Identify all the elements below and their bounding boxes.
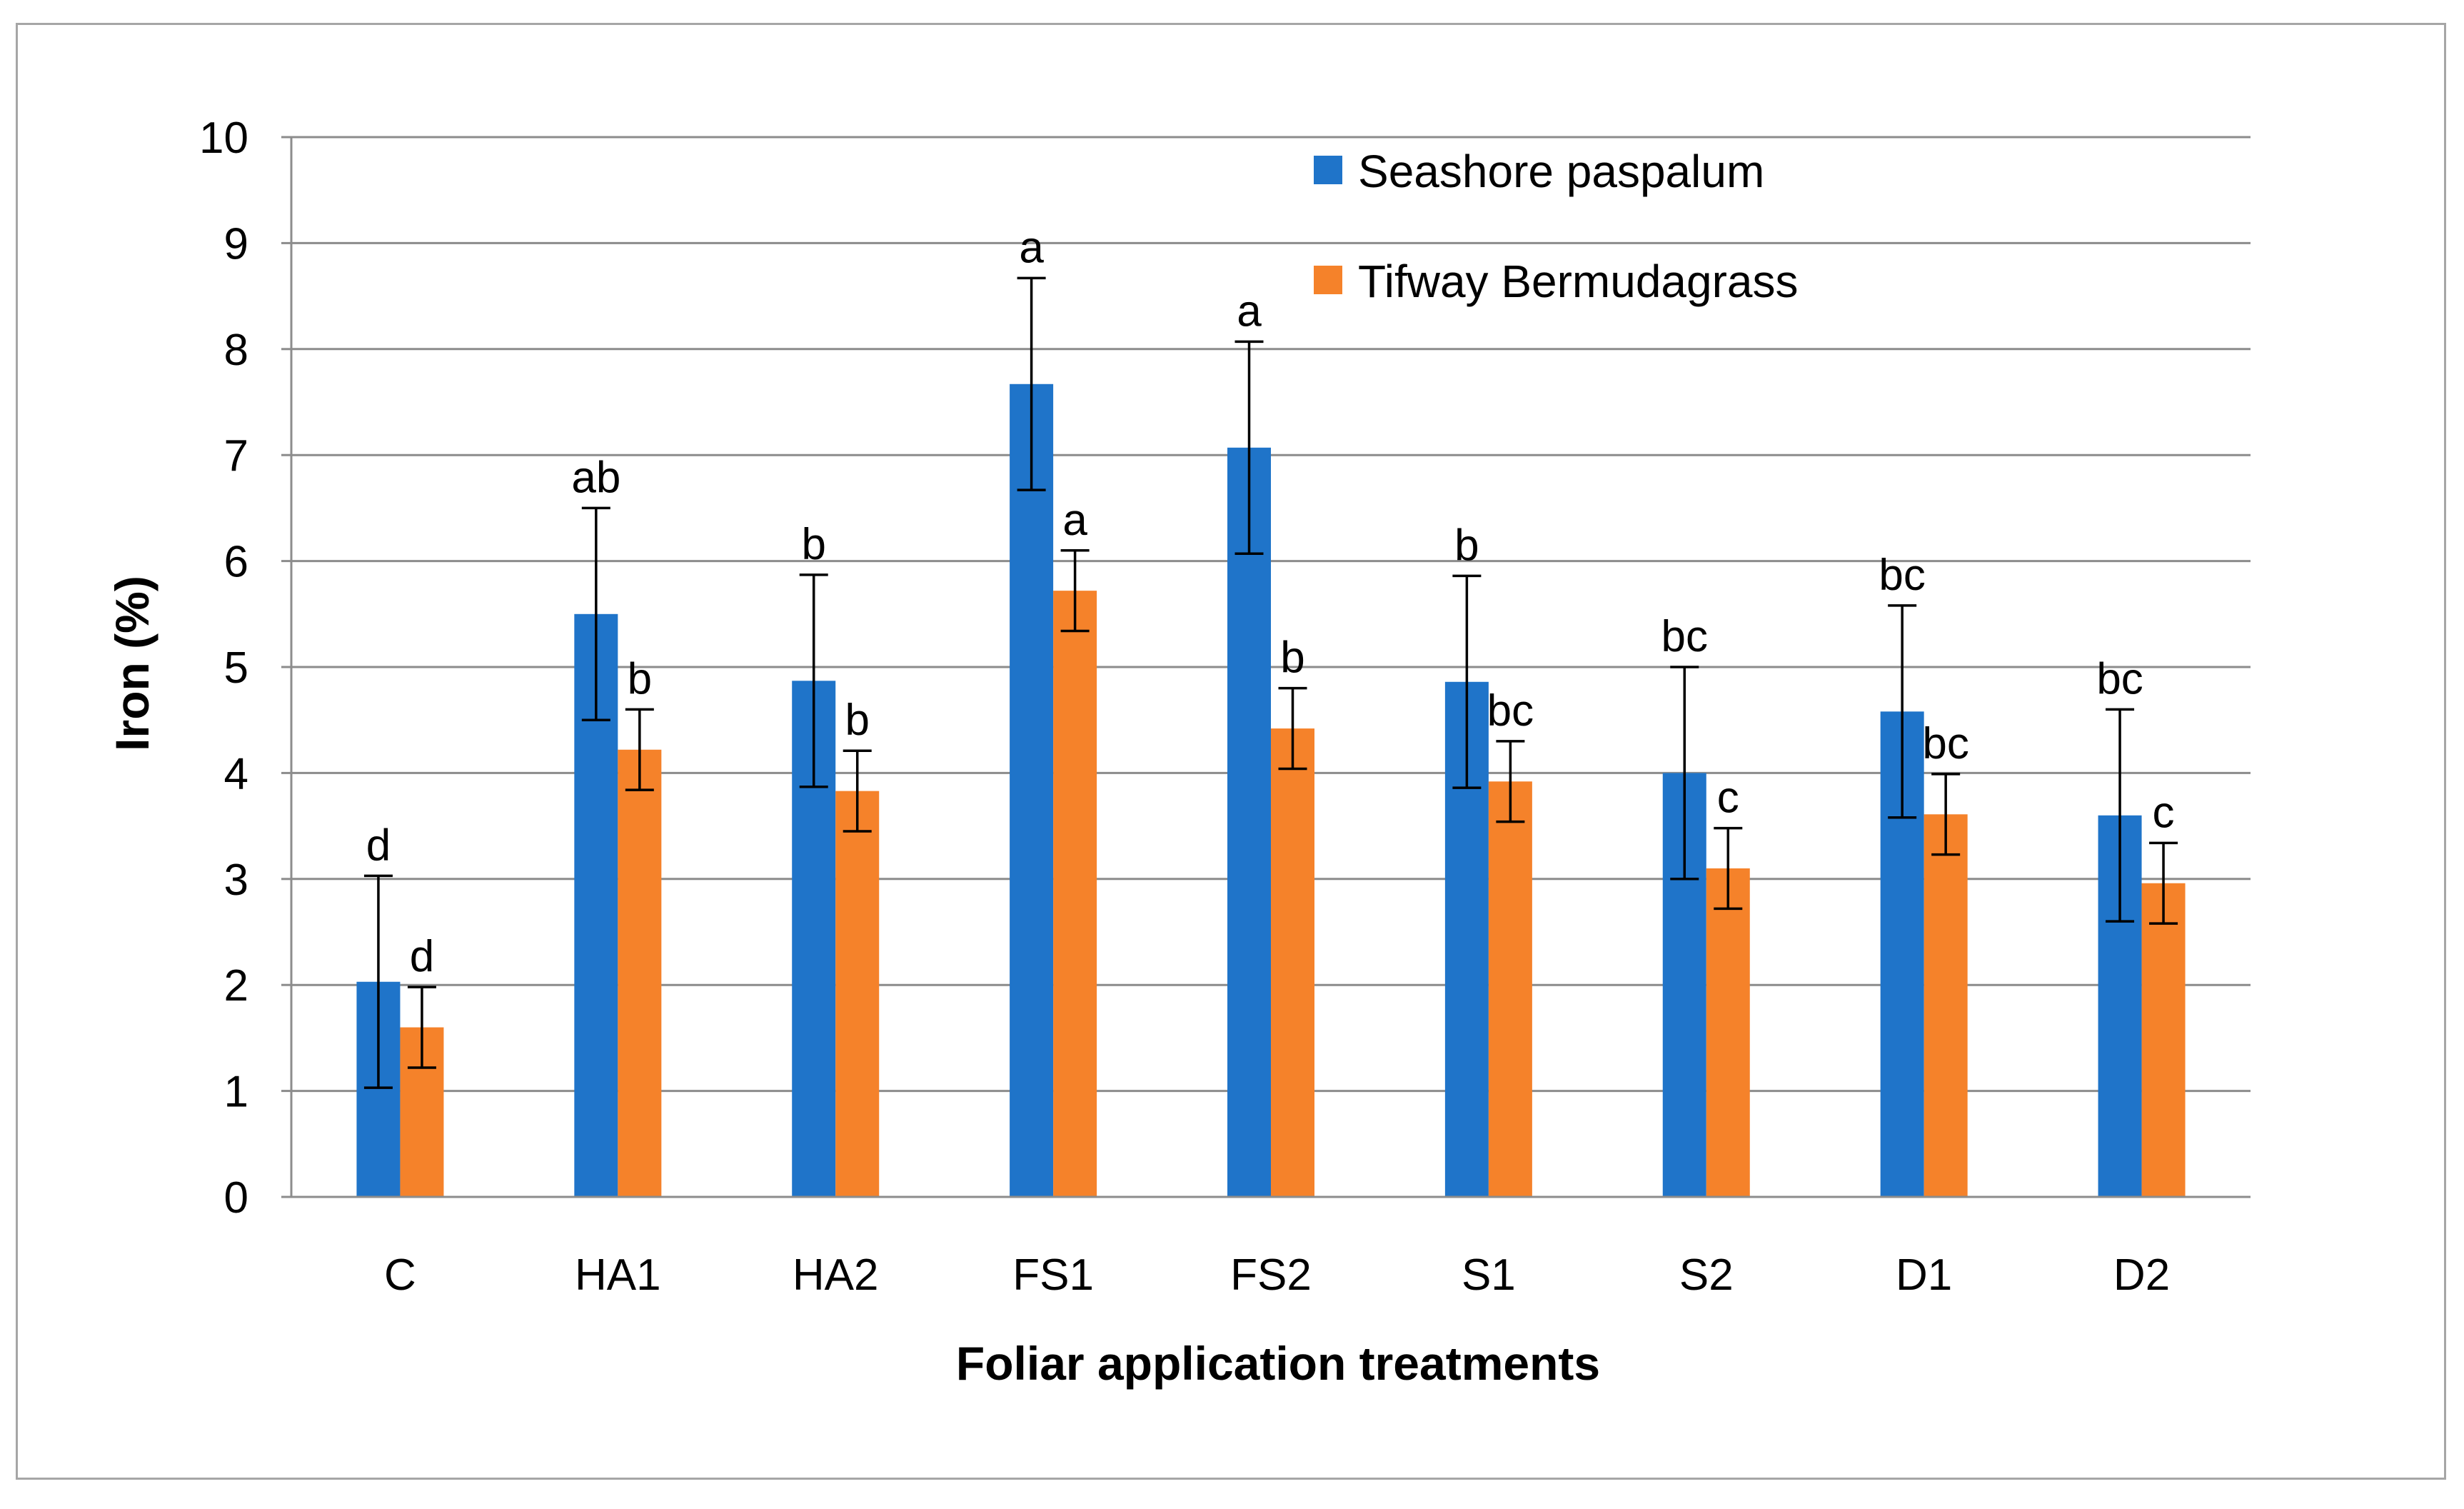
significance-letter-c-tifway: d [410,932,434,981]
significance-letter-d1-seashore: bc [1879,551,1925,600]
x-tick-label-d1: D1 [1896,1250,1952,1300]
x-tick-label-s1: S1 [1462,1250,1516,1300]
y-tick-label-10: 10 [199,114,248,163]
significance-letter-ha1-tifway: b [628,654,652,703]
bar-fs2-tifway [1271,728,1314,1197]
x-tick-label-s2: S2 [1679,1250,1734,1300]
bar-s2-tifway [1706,868,1750,1197]
significance-letter-s1-tifway: bc [1487,686,1534,736]
significance-letter-fs2-seashore: a [1237,286,1262,336]
significance-letter-s1-seashore: b [1454,521,1479,570]
y-tick-label-8: 8 [224,326,248,375]
bars [356,383,2186,1197]
error-bars [363,276,2178,1089]
y-tick-label-4: 4 [224,749,248,798]
bar-s1-tifway [1488,781,1532,1197]
x-tick-label-d2: D2 [2113,1250,2170,1300]
legend-swatch-tifway-bermudagrass [1314,266,1342,294]
significance-letter-ha1-seashore: ab [571,453,620,502]
y-tick-label-2: 2 [224,961,248,1011]
significance-letter-d2-seashore: bc [2096,654,2143,703]
significance-letter-fs1-seashore: a [1019,223,1044,272]
x-tick-label-fs2: FS2 [1230,1250,1312,1300]
bar-d2-tifway [2141,883,2186,1197]
significance-letter-d1-tifway: bc [1922,719,1968,768]
y-axis-ticks: 0 1 2 3 4 5 6 7 8 9 10 [199,114,248,1223]
y-axis-title: Iron (%) [106,576,159,751]
x-tick-label-fs1: FS1 [1012,1250,1094,1300]
significance-letter-fs2-tifway: b [1280,633,1304,683]
significance-letter-ha2-tifway: b [845,696,869,745]
bar-d1-tifway [1924,814,1968,1197]
legend-swatch-seashore-paspalum [1314,156,1342,184]
significance-letter-ha2-seashore: b [801,520,825,569]
y-tick-label-9: 9 [224,219,248,269]
legend-label-tifway-bermudagrass: Tifway Bermudagrass [1358,256,1799,307]
x-axis-ticks: C HA1 HA2 FS1 FS2 S1 S2 D1 D2 [291,1195,2251,1300]
bar-ha1-tifway [618,749,662,1197]
bar-ha2-tifway [835,791,880,1197]
legend: Seashore paspalum Tifway Bermudagrass [1314,146,1799,307]
x-tick-label-ha2: HA2 [793,1250,879,1300]
significance-letter-c-seashore: d [366,821,391,870]
bar-fs1-seashore [1010,383,1054,1197]
y-tick-label-5: 5 [224,643,248,693]
significance-letter-s2-seashore: bc [1661,612,1708,661]
y-tick-label-1: 1 [224,1068,248,1117]
x-tick-label-c: C [384,1250,416,1300]
significance-letter-fs1-tifway: a [1062,496,1087,545]
x-axis-title: Foliar application treatments [956,1337,1600,1390]
bar-fs1-tifway [1053,591,1097,1197]
y-tick-label-7: 7 [224,431,248,481]
x-tick-label-ha1: HA1 [575,1250,661,1300]
y-tick-label-0: 0 [224,1173,248,1223]
y-tick-label-6: 6 [224,538,248,587]
significance-letter-s2-tifway: c [1717,773,1739,823]
bar-fs2-seashore [1227,447,1271,1197]
y-tick-label-3: 3 [224,856,248,905]
significance-letter-d2-tifway: c [2153,788,2175,837]
legend-label-seashore-paspalum: Seashore paspalum [1358,146,1764,197]
